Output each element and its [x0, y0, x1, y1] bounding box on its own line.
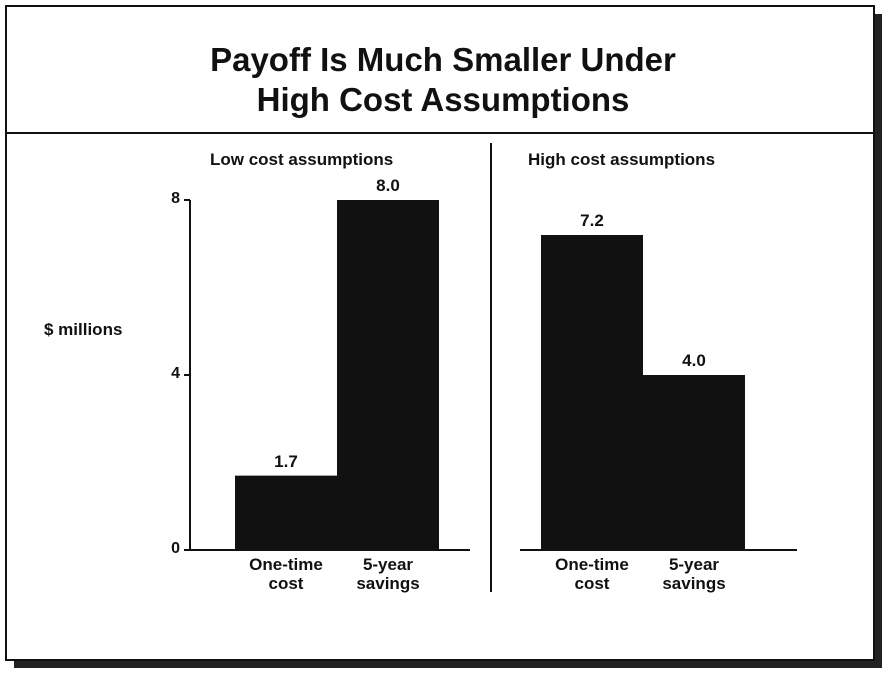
x-tick-label: 5-year savings: [662, 555, 726, 593]
value-label: 8.0: [376, 176, 400, 195]
y-axis-label: $ millions: [44, 320, 123, 339]
y-tick-label: 8: [171, 190, 180, 207]
x-tick-label: 5-year savings: [356, 555, 420, 593]
panel-subtitle: High cost assumptions: [528, 150, 716, 169]
y-tick-label: 4: [171, 365, 180, 382]
value-label: 7.2: [580, 211, 604, 230]
y-tick-label: 0: [171, 540, 180, 557]
chart-title: High Cost Assumptions: [256, 81, 630, 118]
chart-title: Payoff Is Much Smaller Under: [210, 41, 676, 78]
value-label: 1.7: [274, 451, 298, 471]
bar: [337, 200, 439, 550]
bar: [643, 375, 745, 550]
bar: [541, 235, 643, 550]
value-label: 4.0: [682, 351, 706, 370]
panel-subtitle: Low cost assumptions: [210, 150, 394, 169]
x-tick-label: One-time cost: [249, 555, 323, 593]
bar: [235, 475, 337, 550]
x-tick-label: One-time cost: [555, 555, 629, 593]
